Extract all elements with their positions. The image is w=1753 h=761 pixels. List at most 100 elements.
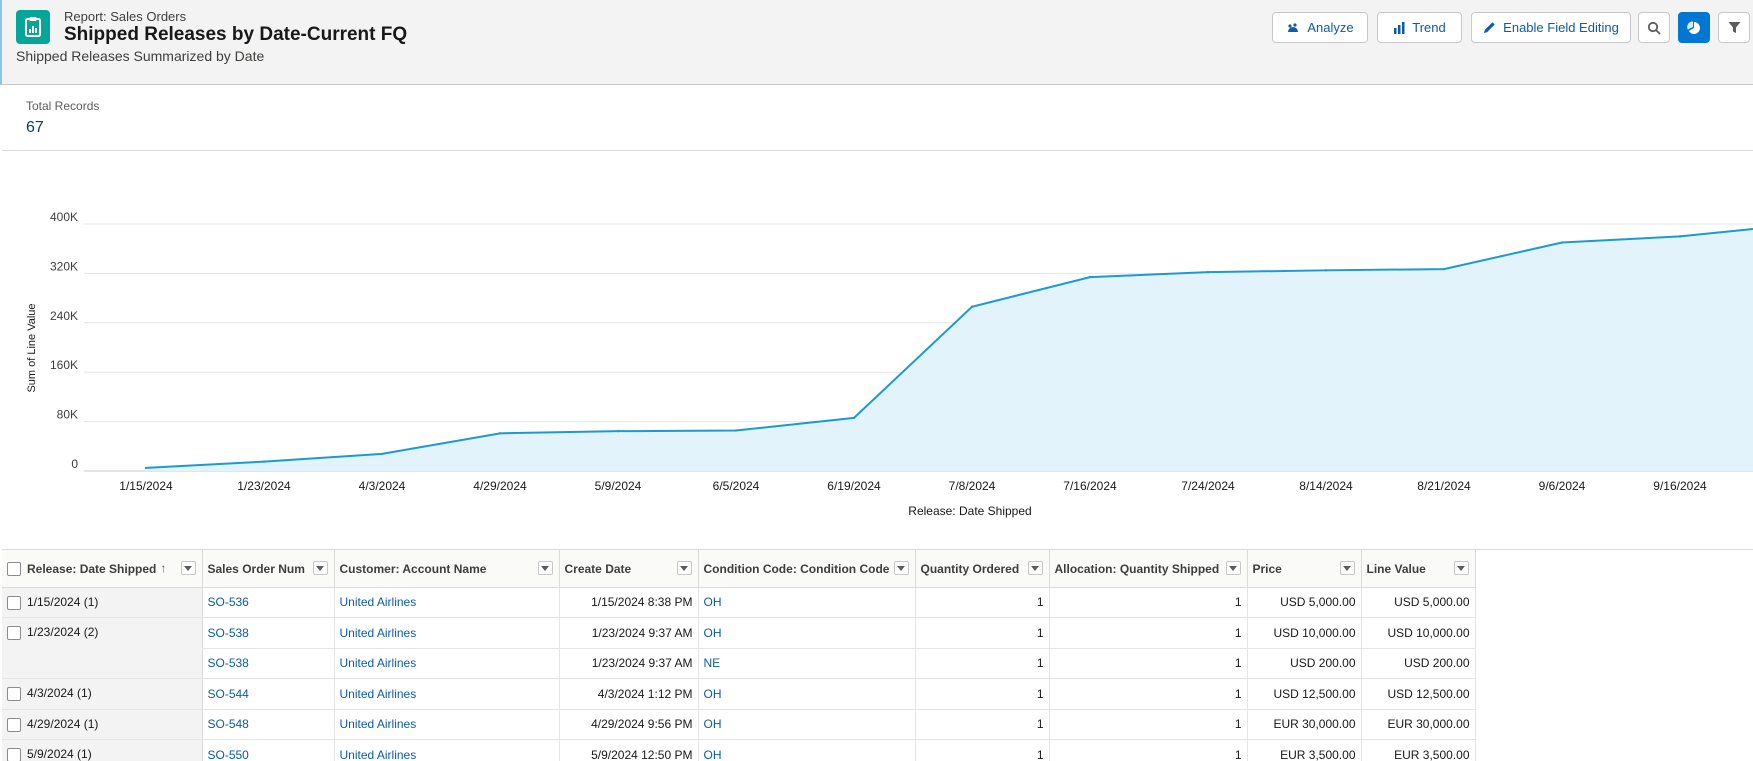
enable-field-editing-button[interactable]: Enable Field Editing xyxy=(1471,12,1631,43)
x-tick-label: 7/16/2024 xyxy=(1063,479,1117,493)
quantity-shipped-cell: 1 xyxy=(1049,739,1248,761)
column-label: Create Date xyxy=(564,561,632,576)
quantity-shipped-cell: 1 xyxy=(1049,617,1248,649)
price-cell: USD 200.00 xyxy=(1247,648,1362,679)
table-row: 5/9/2024 (1) SO-550 United Airlines 5/9/… xyxy=(2,739,1476,761)
line-value-cell: USD 5,000.00 xyxy=(1361,587,1476,618)
group-label: 4/29/2024 (1) xyxy=(27,716,99,731)
row-checkbox[interactable] xyxy=(7,595,21,610)
line-value-cell: EUR 30,000.00 xyxy=(1361,708,1476,740)
column-header-condition-code[interactable]: Condition Code: Condition Code xyxy=(698,550,916,588)
column-label: Customer: Account Name xyxy=(339,561,487,576)
column-header-price[interactable]: Price xyxy=(1247,550,1362,588)
x-tick-label: 7/8/2024 xyxy=(949,479,996,493)
sales-order-link[interactable]: SO-538 xyxy=(202,617,335,649)
condition-code-link[interactable]: NE xyxy=(698,648,916,679)
column-header-create-date[interactable]: Create Date xyxy=(559,550,699,588)
chart-svg: 0 80K 160K 240K 320K 400K 1/15/2024 1/23/2024 4/… xyxy=(26,210,1753,518)
account-link[interactable]: United Airlines xyxy=(334,708,560,740)
data-point xyxy=(1560,241,1564,244)
trend-button[interactable]: Trend xyxy=(1377,12,1462,43)
account-link[interactable]: United Airlines xyxy=(334,739,560,761)
column-menu-icon[interactable] xyxy=(312,561,328,575)
column-menu-icon[interactable] xyxy=(893,561,909,575)
y-axis-label: Sum of Line Value xyxy=(26,303,38,392)
column-label: Quantity Ordered xyxy=(920,561,1020,576)
column-menu-icon[interactable] xyxy=(1339,561,1355,575)
group-cell: 5/9/2024 (1) xyxy=(2,739,203,761)
create-date-cell: 4/29/2024 9:56 PM xyxy=(559,708,699,740)
row-checkbox[interactable] xyxy=(7,687,21,702)
line-value-chart: 0 80K 160K 240K 320K 400K 1/15/2024 1/23/2024 4/… xyxy=(0,152,1753,548)
column-menu-icon[interactable] xyxy=(537,561,553,575)
account-link[interactable]: United Airlines xyxy=(334,678,560,710)
sales-order-link[interactable]: SO-536 xyxy=(202,587,335,618)
column-header-sales-order-num[interactable]: Sales Order Num xyxy=(202,550,335,588)
sort-ascending-icon[interactable]: ↑ xyxy=(160,560,167,575)
x-tick-label: 5/9/2024 xyxy=(595,479,642,493)
column-header-quantity-ordered[interactable]: Quantity Ordered xyxy=(915,550,1050,588)
report-header: Report: Sales Orders Shipped Releases by… xyxy=(0,0,1753,85)
column-menu-icon[interactable] xyxy=(180,561,196,575)
condition-code-link[interactable]: OH xyxy=(698,678,916,710)
column-header-line-value[interactable]: Line Value xyxy=(1361,550,1476,588)
page-subtitle: Shipped Releases Summarized by Date xyxy=(16,48,265,64)
sales-order-link[interactable]: SO-538 xyxy=(202,648,335,679)
table-header-row: Release: Date Shipped ↑ Sales Order Num C… xyxy=(2,550,1476,588)
x-tick-label: 6/5/2024 xyxy=(713,479,760,493)
group-cell: 1/15/2024 (1) xyxy=(2,587,203,618)
condition-code-link[interactable]: OH xyxy=(698,708,916,740)
data-point xyxy=(1678,235,1682,238)
quantity-shipped-cell: 1 xyxy=(1049,648,1248,679)
x-tick-label: 9/6/2024 xyxy=(1539,479,1586,493)
x-tick-label: 4/29/2024 xyxy=(473,479,527,493)
x-tick-label: 7/24/2024 xyxy=(1181,479,1235,493)
trend-icon xyxy=(1394,22,1405,34)
create-date-cell: 1/23/2024 9:37 AM xyxy=(559,648,699,679)
data-point xyxy=(852,416,856,420)
data-point xyxy=(1324,269,1328,272)
account-link[interactable]: United Airlines xyxy=(334,617,560,649)
column-menu-icon[interactable] xyxy=(1225,561,1241,575)
account-link[interactable]: United Airlines xyxy=(334,587,560,618)
group-cell: 1/23/2024 (2) xyxy=(2,617,203,649)
select-all-checkbox[interactable] xyxy=(7,561,21,576)
table-row: 4/3/2024 (1) SO-544 United Airlines 4/3/… xyxy=(2,678,1476,710)
table-row: 1/15/2024 (1) SO-536 United Airlines 1/1… xyxy=(2,587,1476,618)
row-checkbox[interactable] xyxy=(7,626,21,641)
y-tick-label: 240K xyxy=(50,309,78,323)
group-cell xyxy=(2,648,203,679)
column-label: Allocation: Quantity Shipped xyxy=(1054,561,1220,576)
sales-order-link[interactable]: SO-550 xyxy=(202,739,335,761)
column-label: Condition Code: Condition Code xyxy=(703,561,890,576)
page-title: Shipped Releases by Date-Current FQ xyxy=(64,24,408,45)
column-menu-icon[interactable] xyxy=(1027,561,1043,575)
column-header-quantity-shipped[interactable]: Allocation: Quantity Shipped xyxy=(1049,550,1248,588)
search-icon xyxy=(1647,21,1661,35)
total-records-label: Total Records xyxy=(26,99,100,113)
row-checkbox[interactable] xyxy=(7,748,21,761)
data-point xyxy=(262,460,266,463)
quantity-ordered-cell: 1 xyxy=(915,678,1050,710)
x-tick-label: 8/14/2024 xyxy=(1299,479,1353,493)
trend-label: Trend xyxy=(1412,20,1446,35)
row-checkbox[interactable] xyxy=(7,717,21,732)
filter-button[interactable] xyxy=(1718,12,1750,43)
quantity-shipped-cell: 1 xyxy=(1049,708,1248,740)
table-row: 4/29/2024 (1) SO-548 United Airlines 4/2… xyxy=(2,708,1476,740)
chart-toggle-button[interactable] xyxy=(1678,12,1710,43)
data-point xyxy=(970,305,974,308)
column-header-account-name[interactable]: Customer: Account Name xyxy=(334,550,560,588)
column-menu-icon[interactable] xyxy=(1453,561,1469,575)
x-tick-label: 1/15/2024 xyxy=(119,479,173,493)
sales-order-link[interactable]: SO-544 xyxy=(202,678,335,710)
condition-code-link[interactable]: OH xyxy=(698,739,916,761)
column-menu-icon[interactable] xyxy=(676,561,692,575)
account-link[interactable]: United Airlines xyxy=(334,648,560,679)
condition-code-link[interactable]: OH xyxy=(698,587,916,618)
search-button[interactable] xyxy=(1638,12,1670,43)
column-header-date-shipped[interactable]: Release: Date Shipped ↑ xyxy=(2,550,203,588)
condition-code-link[interactable]: OH xyxy=(698,617,916,649)
sales-order-link[interactable]: SO-548 xyxy=(202,708,335,740)
analyze-button[interactable]: Analyze xyxy=(1272,12,1368,43)
